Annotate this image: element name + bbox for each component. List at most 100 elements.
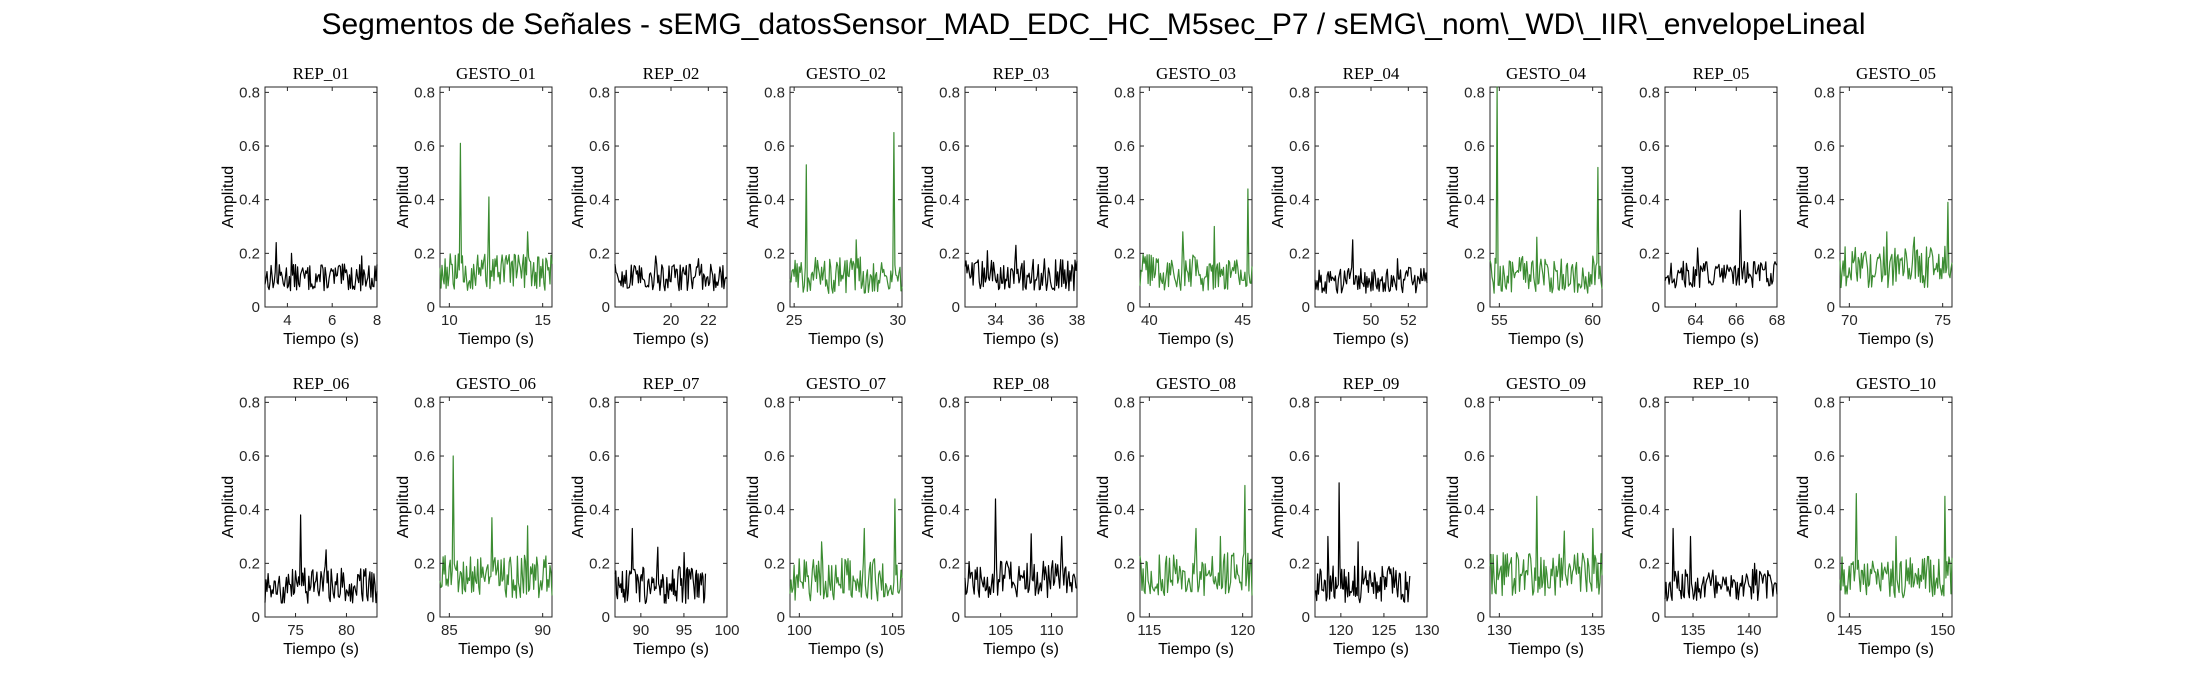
y-tick-label: 0.2 bbox=[1289, 555, 1310, 572]
y-tick-label: 0.6 bbox=[1464, 138, 1485, 155]
y-tick-label: 0.6 bbox=[939, 448, 960, 465]
y-tick-label: 0.4 bbox=[1464, 192, 1485, 209]
y-axis-label: Amplitud bbox=[1270, 166, 1287, 228]
y-tick-label: 0 bbox=[1127, 299, 1135, 316]
plot-frame bbox=[1664, 396, 1778, 618]
x-tick-label: 110 bbox=[1040, 622, 1064, 639]
signal-line bbox=[1489, 495, 1603, 597]
x-tick-label: 4 bbox=[283, 312, 291, 329]
subplot-rep-04: 0 0.2 0.4 0.6 0.8 50 52 REP_04 Tiempo (s) Amplitu… bbox=[1270, 64, 1428, 348]
y-tick-label: 0.4 bbox=[414, 192, 435, 209]
subplot-rep-10: 0 0.2 0.4 0.6 0.8 135 140 REP_10 Tiempo (s) Ampli… bbox=[1620, 374, 1778, 658]
x-tick-label: 25 bbox=[786, 312, 803, 329]
y-tick-label: 0.6 bbox=[1114, 138, 1135, 155]
signal-line bbox=[789, 498, 903, 602]
y-tick-label: 0.8 bbox=[1289, 84, 1310, 101]
x-tick-label: 6 bbox=[328, 312, 336, 329]
x-tick-label: 130 bbox=[1414, 622, 1439, 639]
y-tick-label: 0 bbox=[952, 299, 960, 316]
subplot-title: REP_03 bbox=[993, 64, 1050, 83]
y-tick-label: 0.8 bbox=[1639, 84, 1660, 101]
subplot-title: GESTO_03 bbox=[1156, 64, 1236, 83]
subplot-gesto-09: 0 0.2 0.4 0.6 0.8 130 135 GESTO_09 Tiempo (s) Amp… bbox=[1445, 374, 1605, 658]
y-tick-label: 0.8 bbox=[589, 394, 610, 411]
x-tick-label: 52 bbox=[1400, 312, 1417, 329]
y-tick-label: 0.2 bbox=[414, 555, 435, 572]
y-tick-label: 0.6 bbox=[414, 138, 435, 155]
subplot-rep-05: 0 0.2 0.4 0.6 0.8 64 66 68 REP_05 Tiempo (s) Ampli… bbox=[1620, 64, 1785, 348]
y-tick-label: 0.6 bbox=[1114, 448, 1135, 465]
subplot-title: GESTO_08 bbox=[1156, 374, 1236, 393]
signal-line bbox=[1314, 482, 1411, 604]
y-tick-label: 0.6 bbox=[1814, 138, 1835, 155]
y-tick-label: 0.4 bbox=[939, 192, 960, 209]
signal-line bbox=[614, 527, 707, 605]
x-tick-label: 50 bbox=[1363, 312, 1380, 329]
y-tick-label: 0.4 bbox=[764, 192, 785, 209]
y-tick-label: 0.4 bbox=[239, 192, 260, 209]
x-tick-label: 40 bbox=[1141, 312, 1158, 329]
x-tick-label: 140 bbox=[1736, 622, 1761, 639]
subplot-title: GESTO_10 bbox=[1856, 374, 1936, 393]
x-axis-label: Tiempo (s) bbox=[633, 331, 709, 348]
y-tick-label: 0.8 bbox=[239, 84, 260, 101]
y-tick-label: 0.6 bbox=[1639, 448, 1660, 465]
y-axis-label: Amplitud bbox=[920, 476, 937, 538]
x-tick-label: 100 bbox=[787, 622, 812, 639]
signal-line bbox=[439, 455, 553, 599]
subplot-title: REP_04 bbox=[1343, 64, 1400, 83]
y-tick-label: 0.2 bbox=[764, 245, 785, 262]
y-tick-label: 0.4 bbox=[1639, 502, 1660, 519]
x-tick-label: 75 bbox=[287, 622, 304, 639]
y-axis-label: Amplitud bbox=[745, 476, 762, 538]
signal-line bbox=[964, 244, 1078, 292]
subplot-title: GESTO_04 bbox=[1506, 64, 1586, 83]
x-tick-label: 95 bbox=[676, 622, 693, 639]
x-axis-label: Tiempo (s) bbox=[458, 331, 534, 348]
y-tick-label: 0 bbox=[777, 609, 785, 626]
subplot-gesto-04: 0 0.2 0.4 0.6 0.8 55 60 GESTO_04 Tiempo (s) Ampli… bbox=[1445, 64, 1603, 348]
subplot-gesto-08: 0 0.2 0.4 0.6 0.8 115 120 GESTO_08 Tiempo (s) Amp… bbox=[1095, 374, 1255, 658]
signal-line bbox=[1664, 209, 1778, 289]
signal-line bbox=[264, 514, 378, 604]
signal-line bbox=[614, 255, 728, 292]
subplot-title: REP_08 bbox=[993, 374, 1050, 393]
x-tick-label: 45 bbox=[1234, 312, 1251, 329]
y-axis-label: Amplitud bbox=[1445, 476, 1462, 538]
x-axis-label: Tiempo (s) bbox=[1158, 331, 1234, 348]
y-axis-label: Amplitud bbox=[570, 166, 587, 228]
subplot-rep-08: 0 0.2 0.4 0.6 0.8 105 110 REP_08 Tiempo (s) Ampli… bbox=[920, 374, 1078, 658]
x-axis-label: Tiempo (s) bbox=[1158, 641, 1234, 658]
x-tick-label: 120 bbox=[1230, 622, 1255, 639]
x-tick-label: 38 bbox=[1069, 312, 1086, 329]
subplot-gesto-03: 0 0.2 0.4 0.6 0.8 40 45 GESTO_03 Tiempo (s) Ampli… bbox=[1095, 64, 1253, 348]
subplot-gesto-10: 0 0.2 0.4 0.6 0.8 145 150 GESTO_10 Tiempo (s) Amp… bbox=[1795, 374, 1955, 658]
y-tick-label: 0.6 bbox=[1814, 448, 1835, 465]
y-tick-label: 0.4 bbox=[1814, 192, 1835, 209]
subplot-title: GESTO_06 bbox=[456, 374, 536, 393]
y-tick-label: 0 bbox=[252, 609, 260, 626]
x-tick-label: 80 bbox=[338, 622, 355, 639]
y-tick-label: 0.6 bbox=[1289, 138, 1310, 155]
plot-frame bbox=[964, 396, 1078, 618]
x-tick-label: 125 bbox=[1371, 622, 1396, 639]
x-axis-label: Tiempo (s) bbox=[808, 641, 884, 658]
y-axis-label: Amplitud bbox=[1795, 166, 1812, 228]
y-tick-label: 0 bbox=[1827, 609, 1835, 626]
plot-frame bbox=[964, 86, 1078, 308]
x-tick-label: 10 bbox=[441, 312, 458, 329]
y-tick-label: 0.2 bbox=[1639, 245, 1660, 262]
signal-line bbox=[1489, 86, 1603, 294]
plot-frame bbox=[264, 86, 378, 308]
y-tick-label: 0.6 bbox=[1639, 138, 1660, 155]
y-tick-label: 0.4 bbox=[589, 192, 610, 209]
x-axis-label: Tiempo (s) bbox=[1858, 641, 1934, 658]
y-tick-label: 0.4 bbox=[1639, 192, 1660, 209]
y-tick-label: 0.2 bbox=[1464, 555, 1485, 572]
x-tick-label: 68 bbox=[1769, 312, 1786, 329]
y-tick-label: 0.4 bbox=[1289, 502, 1310, 519]
subplot-rep-07: 0 0.2 0.4 0.6 0.8 90 95 100 REP_07 Tiempo (s) Ampl… bbox=[570, 374, 740, 658]
y-tick-label: 0.4 bbox=[764, 502, 785, 519]
x-axis-label: Tiempo (s) bbox=[983, 641, 1059, 658]
y-tick-label: 0 bbox=[602, 299, 610, 316]
